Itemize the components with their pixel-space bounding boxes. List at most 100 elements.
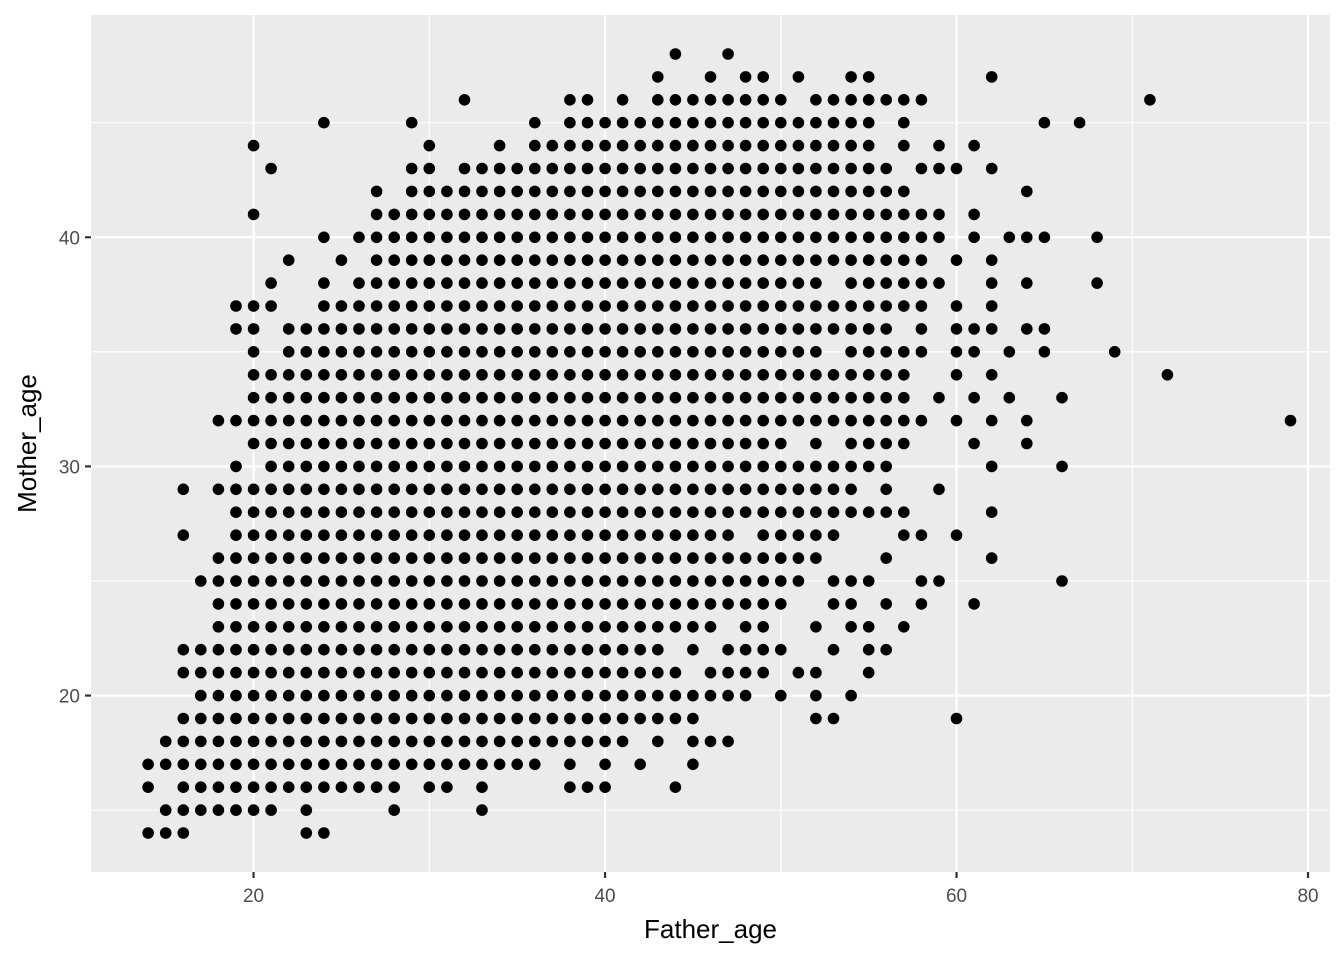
data-point <box>493 346 506 358</box>
data-point <box>230 643 242 656</box>
data-point <box>212 758 225 771</box>
data-point <box>792 71 805 83</box>
data-point <box>616 666 629 679</box>
data-point <box>546 689 559 702</box>
data-point <box>827 231 840 244</box>
data-point <box>880 391 892 404</box>
data-point <box>142 827 154 839</box>
data-point <box>247 621 260 633</box>
data-point <box>300 552 313 564</box>
data-point <box>968 437 980 450</box>
data-point <box>441 712 453 725</box>
data-point <box>441 391 453 404</box>
data-point <box>862 208 875 221</box>
data-point <box>810 231 822 244</box>
data-point <box>300 391 313 404</box>
data-point <box>599 575 611 587</box>
data-point <box>529 185 541 198</box>
data-point <box>845 506 857 518</box>
data-point <box>423 208 436 221</box>
data-point <box>423 254 436 266</box>
data-point <box>704 529 717 541</box>
data-point <box>388 758 401 771</box>
data-point <box>616 483 629 496</box>
data-point <box>353 758 365 771</box>
data-point <box>458 552 471 564</box>
data-point <box>529 414 541 427</box>
data-point <box>792 254 805 266</box>
data-point <box>511 712 523 725</box>
data-point <box>405 506 418 518</box>
data-point <box>564 185 576 198</box>
data-point <box>247 804 260 816</box>
data-point <box>792 139 805 152</box>
data-point <box>775 254 787 266</box>
data-point <box>704 231 717 244</box>
data-point <box>581 369 594 381</box>
data-point <box>177 666 190 679</box>
data-point <box>757 185 769 198</box>
data-point <box>388 231 401 244</box>
data-point <box>353 300 365 312</box>
data-point <box>318 437 330 450</box>
data-point <box>353 506 365 518</box>
data-point <box>282 598 295 610</box>
data-point <box>827 208 840 221</box>
data-point <box>862 71 875 83</box>
data-point <box>423 735 436 748</box>
data-point <box>985 506 998 518</box>
data-point <box>616 529 629 541</box>
data-point <box>739 643 752 656</box>
data-point <box>739 231 752 244</box>
data-point <box>722 391 734 404</box>
data-point <box>476 437 488 450</box>
data-point <box>704 300 717 312</box>
data-point <box>687 529 699 541</box>
data-point <box>353 231 365 244</box>
data-point <box>599 598 611 610</box>
data-point <box>739 666 752 679</box>
data-point <box>687 231 699 244</box>
data-point <box>493 758 506 771</box>
data-point <box>353 643 365 656</box>
data-point <box>388 712 401 725</box>
data-point <box>388 552 401 564</box>
data-point <box>177 781 190 793</box>
data-point <box>669 781 682 793</box>
data-point <box>458 277 471 289</box>
data-point <box>880 208 892 221</box>
data-point <box>581 781 594 793</box>
data-point <box>775 598 787 610</box>
data-point <box>581 254 594 266</box>
data-point <box>634 552 646 564</box>
data-point <box>282 643 295 656</box>
data-point <box>634 598 646 610</box>
data-point <box>247 506 260 518</box>
data-point <box>546 139 559 152</box>
data-point <box>423 323 436 335</box>
data-point <box>511 391 523 404</box>
data-point <box>898 346 910 358</box>
data-point <box>282 689 295 702</box>
data-point <box>722 483 734 496</box>
data-point <box>282 529 295 541</box>
data-point <box>300 804 313 816</box>
data-point <box>722 139 734 152</box>
data-point <box>827 94 840 106</box>
data-point <box>687 208 699 221</box>
data-point <box>845 162 857 175</box>
data-point <box>529 689 541 702</box>
data-point <box>230 506 242 518</box>
data-point <box>405 391 418 404</box>
data-point <box>335 758 348 771</box>
data-point <box>722 735 734 748</box>
data-point <box>827 323 840 335</box>
data-point <box>564 552 576 564</box>
data-point <box>652 71 664 83</box>
data-point <box>230 552 242 564</box>
data-point <box>546 735 559 748</box>
data-point <box>353 369 365 381</box>
data-point <box>581 300 594 312</box>
data-point <box>827 139 840 152</box>
data-point <box>722 231 734 244</box>
